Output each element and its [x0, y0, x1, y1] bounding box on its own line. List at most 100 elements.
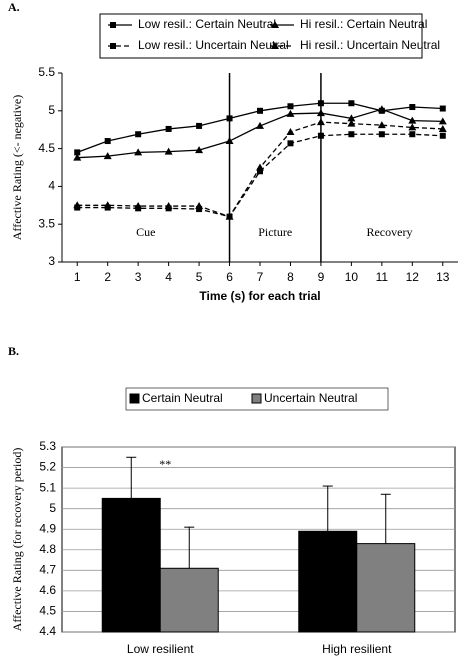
legend-label: Hi resil.: Certain Neutral — [300, 17, 427, 31]
y-tick-label: 4.7 — [39, 563, 56, 577]
x-tick-label: 7 — [257, 270, 264, 284]
point — [378, 131, 385, 138]
point — [225, 137, 234, 145]
legend-swatch — [129, 393, 140, 404]
point — [377, 105, 386, 113]
point — [317, 132, 324, 139]
point — [73, 201, 82, 209]
y-tick-label: 5.3 — [39, 439, 56, 453]
y-tick-label: 5.5 — [38, 65, 55, 79]
y-tick-label: 4.5 — [39, 604, 56, 618]
y-tick-label: 5.2 — [39, 460, 56, 474]
x-axis-label: Time (s) for each trial — [199, 289, 320, 303]
point — [256, 163, 264, 171]
y-tick-label: 4 — [48, 179, 55, 193]
legend-marker — [110, 43, 116, 49]
x-tick-label: 12 — [406, 270, 420, 284]
point — [195, 146, 204, 154]
point — [316, 109, 325, 117]
point — [286, 109, 295, 117]
point — [135, 131, 142, 138]
bar — [356, 543, 416, 633]
point — [257, 107, 263, 114]
legend-label: Low resil.: Uncertain Neutral — [138, 38, 289, 52]
point — [439, 132, 446, 139]
phase-label: Picture — [258, 225, 292, 239]
y-tick-label: 4.5 — [38, 141, 55, 155]
legend-marker — [271, 42, 279, 49]
panel-label: A. — [8, 0, 20, 14]
point — [103, 201, 112, 209]
point — [134, 202, 143, 210]
legend-label: Certain Neutral — [142, 391, 223, 405]
x-tick-label: 3 — [135, 270, 142, 284]
x-tick-label: 6 — [226, 270, 233, 284]
point — [348, 100, 355, 107]
x-tick-label: 13 — [436, 270, 450, 284]
point — [164, 202, 173, 210]
point — [439, 105, 446, 112]
point — [317, 100, 324, 107]
point — [225, 212, 234, 220]
x-tick-label: 4 — [165, 270, 172, 284]
point — [286, 127, 295, 135]
x-tick-label: 10 — [345, 270, 359, 284]
point — [347, 119, 356, 127]
point — [347, 114, 356, 122]
x-tick-label: Low resilient — [127, 642, 194, 656]
y-tick-label: 4.8 — [39, 542, 56, 556]
point — [316, 118, 325, 126]
point — [164, 147, 173, 155]
series-line — [77, 133, 443, 218]
x-tick-label: 2 — [104, 270, 111, 284]
point — [287, 140, 294, 147]
phase-label: Cue — [136, 225, 155, 239]
significance: ** — [159, 457, 171, 471]
y-tick-label: 4.9 — [39, 521, 56, 535]
point — [438, 117, 447, 125]
point — [74, 149, 81, 156]
point — [409, 104, 416, 111]
y-axis-label: Affective Rating (for recovery period) — [10, 448, 24, 632]
point — [409, 131, 416, 138]
point — [73, 153, 82, 161]
legend-label: Hi resil.: Uncertain Neutral — [300, 38, 440, 52]
x-tick-label: 5 — [196, 270, 203, 284]
y-tick-label: 4.6 — [39, 583, 56, 597]
y-tick-label: 4.4 — [39, 624, 56, 638]
x-tick-label: 8 — [287, 270, 294, 284]
series-line — [77, 108, 443, 159]
legend-marker — [271, 21, 279, 28]
point — [195, 202, 204, 210]
y-axis-label: Affective Rating (<- negative) — [10, 95, 24, 241]
y-tick-label: 3.5 — [38, 216, 55, 230]
legend-marker — [110, 22, 116, 28]
point — [196, 206, 203, 213]
point — [257, 168, 263, 175]
y-tick-label: 5 — [48, 103, 55, 117]
bar — [101, 497, 161, 633]
point — [165, 125, 172, 132]
point — [408, 123, 417, 131]
phase-label: Recovery — [366, 225, 412, 239]
point — [408, 116, 417, 124]
y-tick-label: 5 — [49, 501, 56, 515]
point — [104, 138, 111, 145]
x-tick-label: 11 — [376, 270, 389, 284]
legend-label: Uncertain Neutral — [264, 391, 357, 405]
point — [134, 148, 143, 156]
legend-swatch — [251, 393, 262, 404]
panel-label: B. — [8, 344, 19, 358]
point — [348, 131, 355, 138]
bar — [159, 567, 219, 633]
point — [256, 121, 264, 129]
point — [103, 152, 112, 160]
legend-box — [99, 13, 423, 59]
legend-label: Low resil.: Certain Neutral — [138, 17, 276, 31]
x-tick-label: 1 — [74, 270, 81, 284]
point — [377, 121, 386, 129]
point — [438, 124, 447, 132]
x-tick-label: High resilient — [322, 642, 392, 656]
x-tick-label: 9 — [318, 270, 325, 284]
